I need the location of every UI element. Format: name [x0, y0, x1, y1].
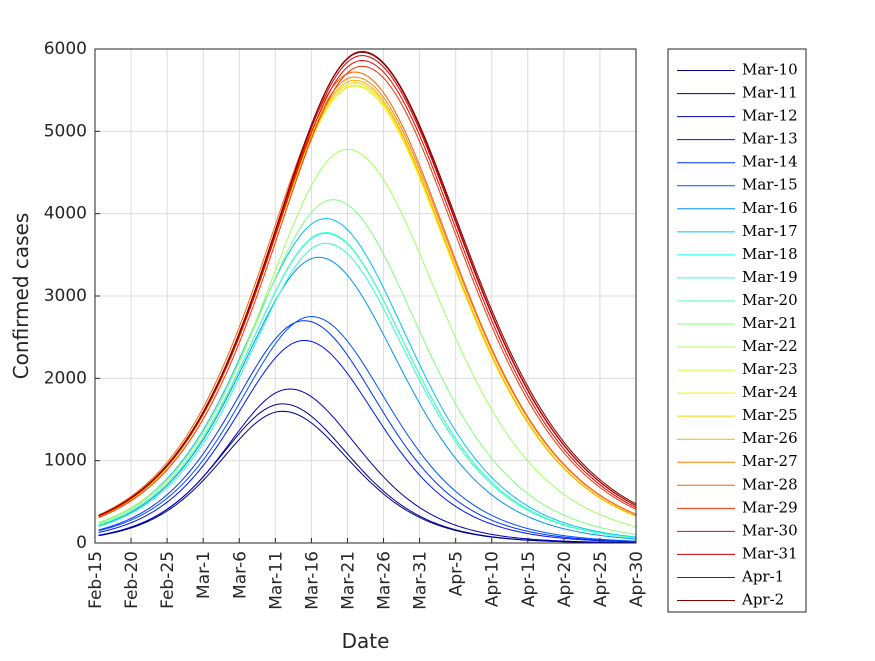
legend-label: Mar-20 [742, 291, 798, 309]
x-tick-label: Mar-21 [338, 551, 358, 610]
x-tick-label: Mar-11 [266, 551, 286, 610]
x-tick-label: Feb-20 [122, 551, 142, 609]
legend-item: Mar-30 [677, 521, 798, 539]
legend-item: Mar-16 [677, 199, 798, 217]
legend-label: Mar-31 [742, 544, 798, 562]
x-tick-label: Mar-26 [375, 551, 395, 610]
y-tick-label: 1000 [44, 451, 87, 471]
x-tick-label: Mar-1 [194, 551, 214, 599]
legend-label: Mar-25 [742, 406, 798, 424]
legend-label: Mar-28 [742, 475, 798, 493]
legend-item: Mar-22 [677, 337, 798, 355]
y-tick-label: 4000 [44, 204, 87, 224]
x-tick-label: Apr-15 [519, 551, 539, 607]
y-tick-label: 3000 [44, 286, 87, 306]
legend-item: Mar-27 [677, 452, 798, 470]
series-line [98, 218, 637, 538]
legend-label: Mar-13 [742, 130, 798, 148]
legend-item: Mar-21 [677, 314, 798, 332]
legend-label: Mar-19 [742, 268, 798, 286]
series-line [98, 60, 637, 517]
legend-label: Apr-1 [741, 567, 784, 585]
legend-label: Mar-11 [742, 84, 798, 102]
series-lines [98, 50, 637, 544]
legend-label: Mar-24 [742, 383, 798, 401]
x-tick-label: Feb-15 [86, 551, 106, 609]
legend-item: Mar-15 [677, 176, 798, 194]
legend-label: Mar-17 [742, 222, 798, 240]
legend-label: Mar-18 [742, 245, 798, 263]
x-tick-label: Mar-16 [302, 551, 322, 610]
legend-label: Apr-2 [741, 590, 784, 608]
legend-label: Mar-22 [742, 337, 798, 355]
legend-label: Mar-29 [742, 498, 798, 516]
y-tick-label: 0 [76, 533, 87, 553]
series-line [98, 148, 637, 528]
legend-item: Mar-19 [677, 268, 798, 286]
x-tick-label: Feb-25 [158, 551, 178, 609]
legend-item: Mar-28 [677, 475, 798, 493]
x-tick-label: Mar-31 [411, 551, 431, 610]
series-line [98, 320, 637, 543]
legend-item: Mar-23 [677, 360, 798, 378]
legend-item: Mar-13 [677, 130, 798, 148]
y-axis-ticks: 0 1000 2000 3000 4000 5000 6000 [44, 39, 100, 553]
legend-label: Mar-23 [742, 360, 798, 378]
legend-item: Mar-14 [677, 153, 798, 171]
series-line [98, 388, 637, 544]
legend-item: Mar-20 [677, 291, 798, 309]
x-tick-label: Apr-5 [447, 551, 467, 596]
legend-item: Mar-26 [677, 429, 798, 447]
legend: Mar-10 Mar-11 Mar-12 Mar-13 Mar-14 Mar-15 Mar-… [667, 48, 807, 613]
series-line [98, 71, 637, 516]
series-line [98, 242, 637, 539]
legend-label: Mar-26 [742, 429, 798, 447]
legend-item: Apr-1 [677, 567, 784, 585]
legend-label: Mar-12 [742, 107, 798, 125]
legend-label: Mar-27 [742, 452, 798, 470]
legend-label: Mar-16 [742, 199, 798, 217]
legend-item: Mar-24 [677, 383, 798, 401]
x-tick-label: Apr-10 [483, 551, 503, 607]
plot-area [94, 48, 637, 544]
series-line [98, 50, 637, 517]
series-line [98, 339, 637, 543]
series-line [98, 316, 637, 542]
y-tick-label: 5000 [44, 121, 87, 141]
legend-item: Mar-25 [677, 406, 798, 424]
legend-item: Mar-10 [677, 61, 798, 79]
series-line [98, 65, 637, 519]
legend-item: Mar-12 [677, 107, 798, 125]
legend-label: Mar-21 [742, 314, 798, 332]
y-tick-label: 2000 [44, 368, 87, 388]
legend-box [667, 48, 807, 613]
series-line [98, 232, 637, 539]
x-tick-label: Mar-6 [230, 551, 250, 599]
x-tick-label: Apr-30 [627, 551, 647, 607]
legend-label: Mar-14 [742, 153, 798, 171]
legend-items: Mar-10 Mar-11 Mar-12 Mar-13 Mar-14 Mar-15 Mar-… [677, 61, 798, 608]
legend-item: Mar-11 [677, 84, 798, 102]
legend-item: Apr-2 [677, 590, 784, 608]
legend-item: Mar-31 [677, 544, 798, 562]
legend-item: Mar-17 [677, 222, 798, 240]
x-axis-ticks: Feb-15 Feb-20 Feb-25 Mar-1 Mar-6 Mar-11 Mar-16… [86, 538, 647, 610]
legend-label: Mar-10 [742, 61, 798, 79]
x-tick-label: Apr-25 [591, 551, 611, 607]
y-axis-title: Confirmed cases [9, 213, 33, 380]
legend-item: Mar-18 [677, 245, 798, 263]
legend-label: Mar-15 [742, 176, 798, 194]
legend-label: Mar-30 [742, 521, 798, 539]
series-line [98, 256, 637, 540]
y-tick-label: 6000 [44, 39, 87, 59]
legend-item: Mar-29 [677, 498, 798, 516]
x-axis-title: Date [342, 629, 390, 653]
x-tick-label: Apr-20 [555, 551, 575, 607]
